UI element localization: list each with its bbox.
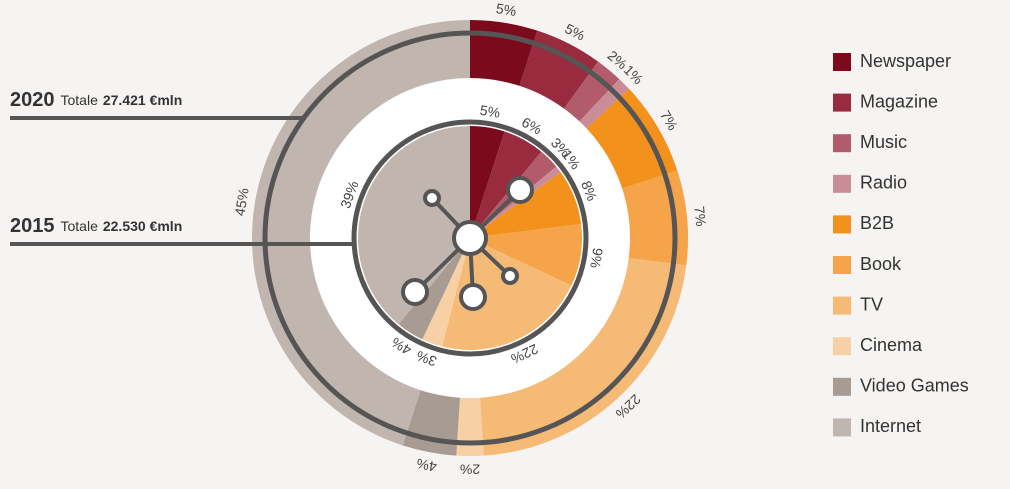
slice xyxy=(470,172,582,238)
value-label: 2% xyxy=(460,461,480,477)
legend-label: Book xyxy=(860,254,902,274)
legend-swatch xyxy=(833,134,851,153)
legend-swatch xyxy=(833,53,851,71)
legend-label: Video Games xyxy=(860,376,969,396)
value-label: 4% xyxy=(415,455,438,475)
slice xyxy=(358,126,470,325)
slice xyxy=(442,238,572,350)
total: 27.421 €mln xyxy=(103,92,182,108)
legend-swatch xyxy=(833,174,851,193)
inner-pie xyxy=(358,126,582,350)
inner-ring-line xyxy=(351,119,589,357)
value-label: 45% xyxy=(231,187,251,217)
legend-label: Music xyxy=(860,132,907,152)
slice xyxy=(470,131,542,238)
year-2020: 2020 Totale 27.421 €mln xyxy=(10,89,182,111)
value-label: 9% xyxy=(587,247,606,269)
value-label: 5% xyxy=(479,102,501,121)
legend-swatch xyxy=(833,377,851,396)
legend-swatch xyxy=(833,215,851,234)
total-label: Totale xyxy=(61,92,99,108)
legend-label: Newspaper xyxy=(860,51,951,71)
legend-swatch xyxy=(833,256,851,274)
value-label: 8% xyxy=(578,178,600,203)
total: 22.530 €mln xyxy=(103,218,182,234)
slice xyxy=(470,223,582,286)
legend: Newspaper Magazine Music Radio B2B Book TV Cine… xyxy=(833,51,969,437)
value-label: 5% xyxy=(495,0,517,19)
slice xyxy=(470,126,505,238)
series-name: 2015 xyxy=(10,215,55,237)
legend-label: TV xyxy=(860,294,883,314)
total-label: Totale xyxy=(61,218,99,234)
legend-label: Cinema xyxy=(860,335,923,355)
legend-label: Magazine xyxy=(860,91,938,111)
legend-swatch xyxy=(833,337,851,356)
legend-swatch xyxy=(833,93,851,112)
legend-label: Internet xyxy=(860,416,921,436)
legend-swatch xyxy=(833,296,851,315)
legend-swatch xyxy=(833,418,851,437)
decoration xyxy=(10,30,678,446)
slice xyxy=(422,238,470,347)
value-label: 7% xyxy=(691,205,709,227)
slice xyxy=(398,238,470,340)
value-label: 3% xyxy=(414,348,438,370)
value-label: 7% xyxy=(657,107,681,133)
year-2015: 2015 Totale 22.530 €mln xyxy=(10,215,182,237)
legend-label: Radio xyxy=(860,173,907,193)
series-name: 2020 xyxy=(10,89,55,111)
value-label: 5% xyxy=(562,20,587,43)
legend-label: B2B xyxy=(860,213,894,233)
network-icon xyxy=(401,176,534,311)
outer-ring-line xyxy=(262,30,678,446)
